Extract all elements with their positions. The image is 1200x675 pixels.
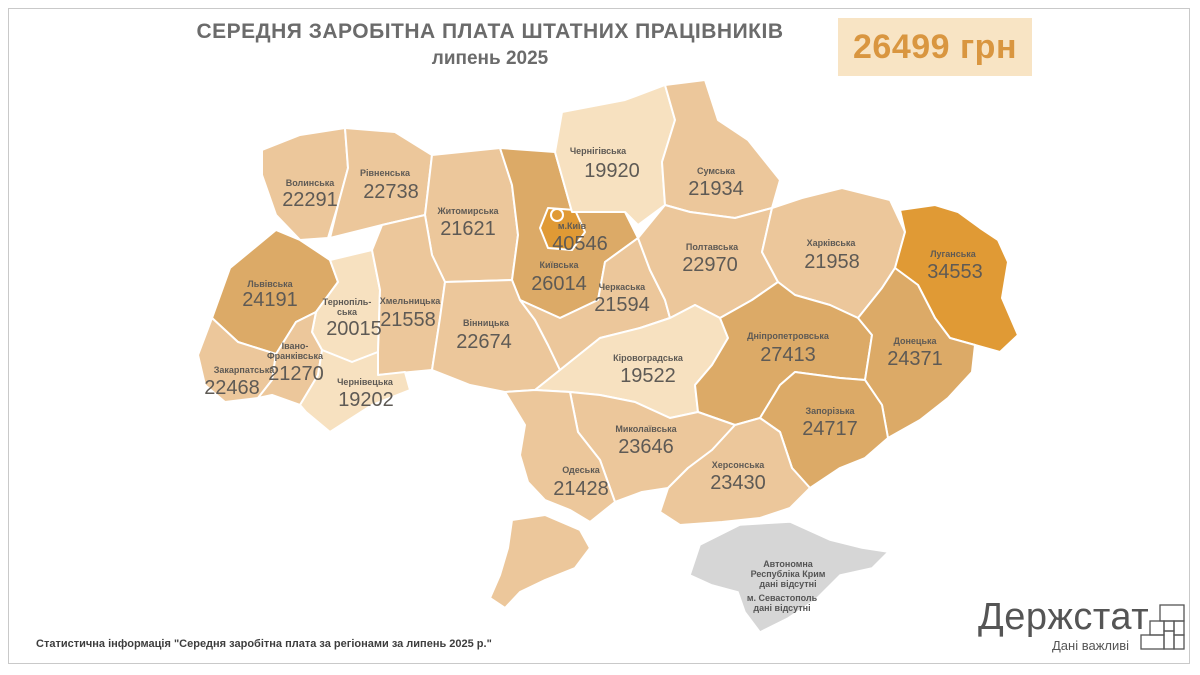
label-poltavska-name: Полтавська <box>686 242 739 252</box>
derzhstat-logo-icon <box>1140 604 1185 650</box>
region-khersonska <box>659 417 811 526</box>
label-volynska-value: 22291 <box>282 189 338 211</box>
label-dnipropetrovska-value: 27413 <box>760 344 816 366</box>
label-ivano-frankivska-value: 21270 <box>268 363 324 385</box>
label-lvivska-value: 24191 <box>242 289 298 311</box>
region-crimea <box>689 521 890 633</box>
label-ternopilska-name-1: Тернопіль- <box>323 297 372 307</box>
label-kirovohradska-value: 19522 <box>620 365 676 387</box>
label-cherkaska-value: 21594 <box>594 294 650 316</box>
label-ternopilska-name-2: ська <box>337 307 358 317</box>
label-luhanska-value: 34553 <box>927 261 983 283</box>
kyiv-city-marker <box>550 208 564 222</box>
label-kyiv-city-value: 40546 <box>552 233 608 255</box>
label-luhanska-name: Луганська <box>930 249 977 259</box>
label-mykolaivska-value: 23646 <box>618 436 674 458</box>
label-volynska-name: Волинська <box>286 178 336 188</box>
label-zhytomyrska-name: Житомирська <box>436 206 499 216</box>
label-kirovohradska-name: Кіровоградська <box>613 353 684 363</box>
label-rivnenska-name: Рівненська <box>360 168 411 178</box>
derzhstat-logo-text: Держстат <box>978 596 1150 638</box>
label-chernihivska-name: Чернігівська <box>570 146 627 156</box>
label-odeska-name: Одеська <box>562 465 600 475</box>
label-khmelnytska-name: Хмельницька <box>380 296 441 306</box>
label-zakarpatska-name: Закарпатська <box>214 365 275 375</box>
label-rivnenska-value: 22738 <box>363 181 419 203</box>
label-zhytomyrska-value: 21621 <box>440 218 496 240</box>
label-kharkivska-name: Харківська <box>807 238 857 248</box>
crimea-label-3: дані відсутні <box>759 579 816 589</box>
label-zakarpatska-value: 22468 <box>204 377 260 399</box>
label-ternopilska-value: 20015 <box>326 318 382 340</box>
label-ivano-frankivska-name-2: Франківська <box>267 351 324 361</box>
label-donetska-name: Донецька <box>893 336 937 346</box>
label-chernihivska-value: 19920 <box>584 160 640 182</box>
crimea-label-1: Автономна <box>763 559 814 569</box>
crimea-label-2: Республіка Крим <box>751 569 826 579</box>
label-dnipropetrovska-name: Дніпропетровська <box>747 331 830 341</box>
source-note: Статистична інформація "Середня заробітн… <box>36 638 492 650</box>
page-subtitle: липень 2025 <box>431 48 549 69</box>
label-kharkivska-value: 21958 <box>804 251 860 273</box>
label-chernivetska-value: 19202 <box>338 389 394 411</box>
label-kyivska-name: Київська <box>540 260 580 270</box>
label-kyivska-value: 26014 <box>531 273 587 295</box>
region-labels-layer: Волинська 22291 Рівненська 22738 Житомир… <box>204 146 983 613</box>
region-odeska <box>504 389 616 523</box>
page-title: СЕРЕДНЯ ЗАРОБІТНА ПЛАТА ШТАТНИХ ПРАЦІВНИ… <box>196 20 784 43</box>
national-average-badge: 26499 грн <box>838 18 1032 76</box>
label-ivano-frankivska-name-1: Івано- <box>282 341 309 351</box>
label-zaporizka-name: Запорізька <box>805 406 855 416</box>
label-lvivska-name: Львівська <box>247 279 293 289</box>
label-chernivetska-name: Чернівецька <box>337 377 394 387</box>
label-khersonska-value: 23430 <box>710 472 766 494</box>
region-chernivetska <box>299 349 411 433</box>
label-sumska-value: 21934 <box>688 178 744 200</box>
label-vinnytska-name: Вінницька <box>463 318 510 328</box>
label-vinnytska-value: 22674 <box>456 331 512 353</box>
region-odeska-south <box>489 514 591 609</box>
label-donetska-value: 24371 <box>887 348 943 370</box>
regions-layer <box>197 79 1019 609</box>
label-sumska-name: Сумська <box>697 166 736 176</box>
label-khmelnytska-value: 21558 <box>380 309 436 331</box>
label-poltavska-value: 22970 <box>682 254 738 276</box>
label-khersonska-name: Херсонська <box>712 460 765 470</box>
label-kyiv-city-name: м.Київ <box>558 221 587 231</box>
label-odeska-value: 21428 <box>553 478 609 500</box>
logo-tagline: Дані важливі <box>1052 638 1130 653</box>
label-cherkaska-name: Черкаська <box>599 282 646 292</box>
label-zaporizka-value: 24717 <box>802 418 858 440</box>
crimea-label-5: дані відсутні <box>753 603 810 613</box>
label-mykolaivska-name: Миколаївська <box>615 424 677 434</box>
crimea-label-4: м. Севастополь <box>747 593 818 603</box>
